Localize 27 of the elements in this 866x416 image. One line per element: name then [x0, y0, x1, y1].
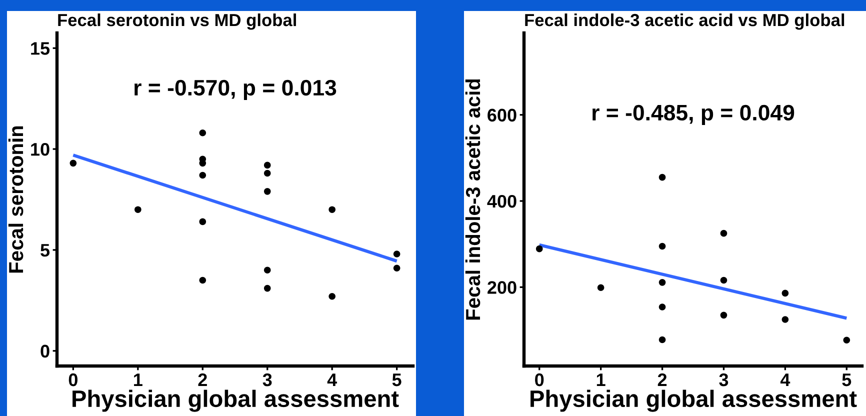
x-tick-label: 0	[535, 373, 544, 386]
y-axis-title: Fecal indole-3 acetic acid	[465, 79, 480, 320]
chart-title: Fecal indole-3 acetic acid vs MD global	[525, 13, 844, 30]
y-tick-label: 10	[31, 142, 50, 156]
y-tick-label: 15	[31, 42, 50, 55]
x-tick-label: 4	[327, 374, 338, 386]
x-tick-label: 5	[842, 374, 852, 386]
y-tick-label: 0	[40, 344, 50, 358]
y-tick-label: 200	[488, 281, 516, 294]
x-tick-label: 2	[198, 373, 207, 386]
y-tick-label: 600	[488, 108, 516, 122]
x-axis-title: Physician global assessment	[72, 390, 399, 412]
x-tick-label: 2	[658, 373, 667, 386]
annotation: r = -0.570, p = 0.013	[134, 80, 336, 100]
x-tick-label: 1	[134, 374, 142, 386]
x-axis-title: Physician global assessment	[530, 390, 857, 412]
y-axis-title: Fecal serotonin	[8, 126, 24, 273]
x-tick-label: 0	[68, 373, 78, 386]
x-tick-label: 5	[392, 374, 402, 386]
x-tick-label: 4	[780, 374, 790, 386]
y-tick-label: 400	[487, 194, 516, 208]
annotation: r = -0.485, p = 0.049	[592, 104, 794, 125]
x-tick-label: 1	[596, 374, 606, 386]
y-tick-label: 5	[40, 244, 50, 257]
x-tick-label: 3	[719, 373, 728, 386]
chart-title: Fecal serotonin vs MD global	[58, 13, 296, 30]
x-tick-label: 3	[262, 373, 272, 386]
